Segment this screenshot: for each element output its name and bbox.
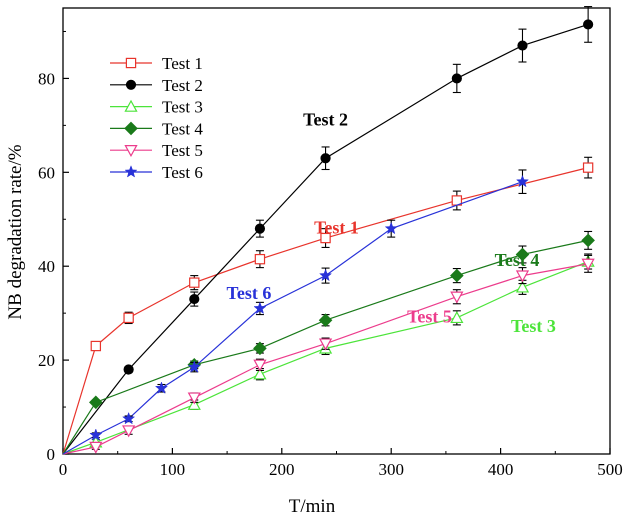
data-point [122,425,136,438]
annotations: Test 1 Test 2 Test 3 Test 4 Test 5 Test 6 [227,109,556,336]
legend: Test 1 Test 2 Test 3 Test 4 Test 5 Test 6 [110,54,203,182]
series-line [62,239,589,455]
y-axis-label: NB degradation rate/% [5,144,26,319]
x-tick-label: 100 [160,460,186,479]
legend-marker [125,79,137,90]
legend-entry: Test 1 [110,54,203,73]
data-point [253,359,267,372]
axes: 0 100 200 300 400 500 0 20 40 60 80 [38,30,623,479]
data-point [90,340,102,352]
data-point [89,428,103,441]
data-point [123,312,134,324]
y-tick-label: 40 [38,257,55,276]
legend-marker [124,165,138,178]
data-point [154,381,169,394]
data-point [189,293,200,305]
legend-label: Test 6 [162,163,203,182]
series-6 [62,169,530,455]
x-tick-label: 300 [378,460,404,479]
legend-marker [124,99,138,112]
data-point [254,223,266,234]
series-line [62,167,589,455]
legend-marker [125,57,137,69]
data-point [320,232,331,244]
data-point [320,153,331,164]
data-point [515,174,530,188]
legend-entry: Test 4 [110,119,203,138]
data-point [189,277,200,288]
series-1 [62,156,594,455]
legend-label: Test 5 [162,141,203,160]
legend-entry: Test 3 [110,98,203,117]
legend-entry: Test 5 [110,141,203,160]
x-tick-label: 200 [269,460,295,479]
series-annotation: Test 5 [407,307,452,327]
x-tick-label: 500 [597,460,623,479]
data-point [318,313,333,328]
legend-label: Test 4 [162,119,203,138]
series-line [62,260,589,455]
data-point [451,73,462,84]
data-point [515,280,530,293]
data-point [515,270,530,283]
legend-marker [124,121,138,136]
data-point [517,40,528,51]
data-point [123,364,134,375]
data-point [89,441,103,454]
y-tick-label: 60 [38,163,55,182]
data-point [253,301,267,315]
data-point [122,411,136,425]
data-point [384,221,398,235]
legend-marker [124,145,138,158]
y-tick-label: 20 [38,351,55,370]
series-annotation: Test 4 [495,250,540,270]
y-tick-label: 80 [38,69,55,88]
series-annotation: Test 6 [227,283,272,303]
series-2 [62,6,594,455]
series-annotation: Test 2 [303,109,348,129]
legend-label: Test 1 [162,54,203,73]
data-point [253,341,267,356]
series-layer [62,6,595,455]
data-point [89,395,103,410]
series-5 [62,254,595,455]
x-tick-label: 0 [59,460,68,479]
data-point [450,268,464,283]
legend-label: Test 2 [162,76,203,95]
data-point [318,268,333,282]
data-point [581,233,595,248]
data-point [582,162,594,173]
data-point [187,360,201,373]
x-axis-label: T/min [289,496,336,515]
y-tick-label: 0 [47,445,56,464]
data-point [450,291,464,304]
data-point [253,367,267,380]
data-point [450,311,464,324]
series-4 [62,230,595,455]
data-point [318,338,333,351]
series-annotation: Test 1 [314,217,359,237]
legend-entry: Test 2 [110,76,203,95]
legend-entry: Test 6 [110,163,203,182]
series-line [62,23,589,455]
data-point [254,253,266,265]
data-point [515,247,530,262]
x-tick-label: 400 [488,460,514,479]
data-point [187,392,201,405]
legend-label: Test 3 [162,98,203,117]
data-point [581,258,595,271]
series-line [62,263,589,455]
series-annotation: Test 3 [511,316,556,336]
data-point [583,19,594,30]
